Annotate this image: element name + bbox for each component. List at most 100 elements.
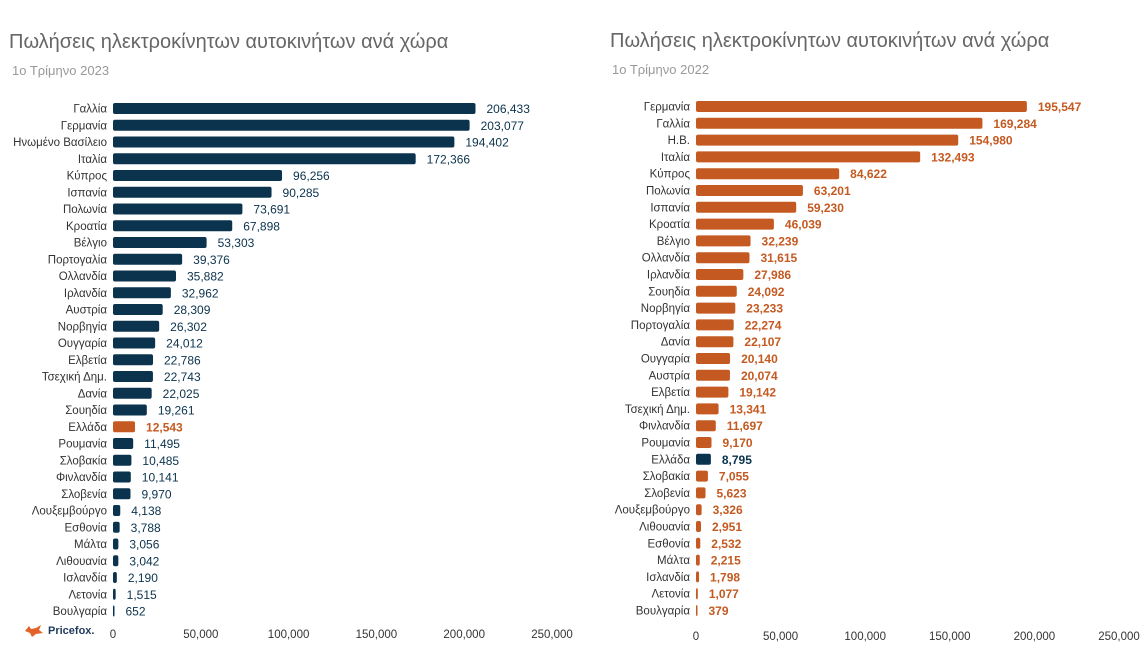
x-tick-label: 250,000 xyxy=(1098,631,1140,643)
value-label-τσεχική-δημ: 22,743 xyxy=(164,370,201,384)
x-tick-label: 0 xyxy=(693,631,699,643)
category-label-σλοβενία: Σλοβενία xyxy=(644,488,690,500)
category-label-εσθονία: Εσθονία xyxy=(64,522,107,534)
category-label-πολωνία: Πολωνία xyxy=(63,204,107,216)
category-label-γαλλία: Γαλλία xyxy=(73,104,107,116)
value-label-κύπρος: 84,622 xyxy=(850,167,887,181)
category-label-ελλάδα: Ελλάδα xyxy=(68,422,107,434)
category-label-κροατία: Κροατία xyxy=(66,221,107,233)
bar-φινλανδία xyxy=(696,420,716,432)
category-label-φινλανδία: Φινλανδία xyxy=(639,421,690,433)
category-label-λουξεμβούργο: Λουξεμβούργο xyxy=(615,505,690,517)
bar-γαλλία xyxy=(113,103,476,114)
category-label-ελλάδα: Ελλάδα xyxy=(651,454,690,466)
category-label-ισλανδία: Ισλανδία xyxy=(646,572,690,584)
value-label-πολωνία: 63,201 xyxy=(814,184,851,198)
value-label-πορτογαλία: 22,274 xyxy=(745,318,782,332)
value-label-σουηδία: 19,261 xyxy=(158,404,195,418)
value-label-ηνωμένο-βασίλειο: 194,402 xyxy=(465,136,509,150)
x-tick-label: 100,000 xyxy=(844,631,886,643)
category-label-κύπρος: Κύπρος xyxy=(650,169,691,181)
bar-νορβηγία xyxy=(696,302,736,314)
bar-λιθουανία xyxy=(113,555,119,567)
category-label-σλοβακία: Σλοβακία xyxy=(60,455,108,467)
bar-ισπανία xyxy=(113,186,272,198)
category-label-σλοβενία: Σλοβενία xyxy=(61,489,107,501)
category-label-βέλγιο: Βέλγιο xyxy=(74,238,107,250)
bar-σλοβενία xyxy=(696,487,706,499)
value-label-ολλανδία: 31,615 xyxy=(760,251,797,265)
category-label-νορβηγία: Νορβηγία xyxy=(641,303,691,315)
bar-ολλανδία xyxy=(696,252,750,264)
bar-εσθονία xyxy=(113,521,120,533)
bar-πολωνία xyxy=(696,185,803,196)
bar-λιθουανία xyxy=(696,521,701,532)
value-label-σλοβακία: 7,055 xyxy=(719,470,749,484)
bar-κύπρος xyxy=(113,170,283,181)
bar-ελλάδα xyxy=(113,421,136,433)
bar-ιταλία xyxy=(696,151,921,163)
category-label-ολλανδία: Ολλανδία xyxy=(642,253,691,265)
category-label-ουγγαρία: Ουγγαρία xyxy=(641,354,690,366)
bar-ισπανία xyxy=(696,201,797,213)
bar-κροατία xyxy=(113,220,233,232)
category-label-τσεχική-δημ: Τσεχική Δημ. xyxy=(625,404,690,416)
bar-αυστρία xyxy=(113,304,163,315)
bar-κύπρος xyxy=(696,168,840,180)
value-label-δανία: 22,025 xyxy=(163,387,200,401)
category-label-λετονία: Λετονία xyxy=(68,589,107,601)
bar-τσεχική-δημ xyxy=(113,371,153,382)
value-label-ελβετία: 22,786 xyxy=(164,353,201,367)
category-label-βουλγαρία: Βουλγαρία xyxy=(636,606,691,618)
value-label-λουξεμβούργο: 3,326 xyxy=(713,503,743,517)
value-label-γαλλία: 169,284 xyxy=(993,117,1037,131)
value-label-κροατία: 46,039 xyxy=(785,218,822,232)
value-label-δανία: 22,107 xyxy=(744,335,781,349)
bar-ελβετία xyxy=(696,386,729,398)
category-label-γερμανία: Γερμανία xyxy=(61,120,108,132)
category-label-ελβετία: Ελβετία xyxy=(651,387,690,399)
value-label-ισπανία: 90,285 xyxy=(283,186,320,200)
category-label-ιταλία: Ιταλία xyxy=(661,152,691,164)
category-label-πορτογαλία: Πορτογαλία xyxy=(48,254,108,266)
value-label-γερμανία: 203,077 xyxy=(481,119,525,133)
chart-title-2023: Πωλήσεις ηλεκτροκίνητων αυτοκινήτων ανά … xyxy=(9,31,449,53)
category-label-βουλγαρία: Βουλγαρία xyxy=(53,606,108,618)
value-label-εσθονία: 2,532 xyxy=(711,537,741,551)
bar-βέλγιο xyxy=(113,237,207,248)
value-label-αυστρία: 28,309 xyxy=(174,303,211,317)
chart-subtitle-2023: 1ο Τρίμηνο 2023 xyxy=(12,63,110,78)
category-label-γερμανία: Γερμανία xyxy=(644,102,691,114)
bar-η-β xyxy=(696,134,959,146)
bar-chart-2023: Γαλλία 206,433 Γερμανία 203,077 Ηνωμένο Βασί… xyxy=(13,102,573,641)
value-label-ιρλανδία: 27,986 xyxy=(754,268,791,282)
value-label-νορβηγία: 23,233 xyxy=(746,302,783,316)
bar-μάλτα xyxy=(113,538,119,550)
value-label-ιταλία: 172,366 xyxy=(427,152,471,166)
value-label-ελλάδα: 8,795 xyxy=(722,453,752,467)
value-label-ουγγαρία: 20,140 xyxy=(741,352,778,366)
value-label-πορτογαλία: 39,376 xyxy=(193,253,230,267)
value-label-ιταλία: 132,493 xyxy=(931,150,975,164)
category-label-ισπανία: Ισπανία xyxy=(67,187,107,199)
bar-μάλτα xyxy=(696,554,700,566)
value-label-λετονία: 1,515 xyxy=(127,588,157,602)
bar-λουξεμβούργο xyxy=(696,504,702,516)
category-label-η-β: Η.Β. xyxy=(668,135,690,147)
category-label-κύπρος: Κύπρος xyxy=(67,171,108,183)
category-label-δανία: Δανία xyxy=(78,388,108,400)
value-label-ισλανδία: 1,798 xyxy=(710,570,740,584)
value-label-σλοβενία: 9,970 xyxy=(142,487,172,501)
value-label-γαλλία: 206,433 xyxy=(486,102,530,116)
value-label-εσθονία: 3,788 xyxy=(131,521,161,535)
logo-text: Pricefox. xyxy=(48,625,95,637)
bar-πολωνία xyxy=(113,203,243,215)
category-label-εσθονία: Εσθονία xyxy=(647,538,690,550)
x-tick-label: 250,000 xyxy=(531,629,573,641)
value-label-βουλγαρία: 652 xyxy=(126,605,146,619)
category-label-σλοβακία: Σλοβακία xyxy=(643,471,691,483)
category-label-ελβετία: Ελβετία xyxy=(68,355,107,367)
category-label-τσεχική-δημ: Τσεχική Δημ. xyxy=(42,372,107,384)
bar-chart-2022: Γερμανία 195,547 Γαλλία 169,284 Η.Β. 154,980 Ι… xyxy=(615,100,1140,643)
bar-ουγγαρία xyxy=(113,337,156,349)
